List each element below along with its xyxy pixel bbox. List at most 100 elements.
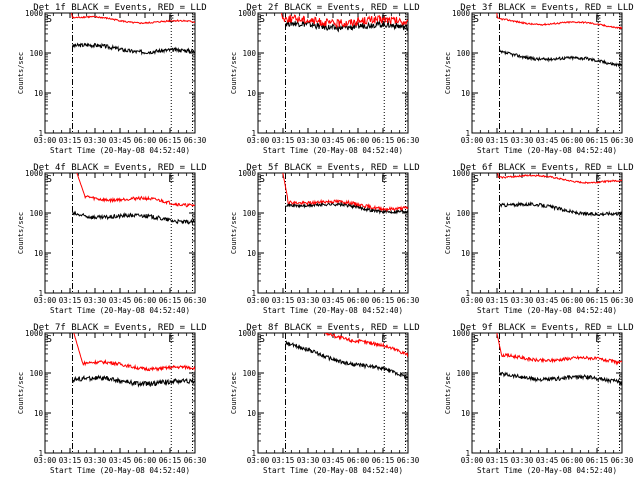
x-tick-label: 03:15 — [486, 136, 509, 145]
x-tick-label: 03:30 — [297, 136, 320, 145]
y-tick-label: 10 — [247, 89, 257, 98]
data-series-group — [280, 13, 408, 33]
panel-det-4: Det 4f BLACK = Events, RED = LLD 1 10 100 10… — [17, 163, 207, 315]
x-tick-label: 06:15 — [159, 296, 182, 305]
y-tick-label: 1000 — [238, 169, 257, 178]
y-tick-label: 1 — [38, 289, 43, 298]
x-tick-label: 03:45 — [322, 456, 345, 465]
x-tick-label: 06:30 — [611, 296, 634, 305]
x-tick-label: 06:30 — [397, 136, 420, 145]
x-axis-label: Start Time (20-May-08 04:52:40) — [50, 466, 190, 475]
x-tick-label: 03:45 — [322, 136, 345, 145]
plot-frame — [257, 172, 409, 294]
lld-series — [282, 173, 408, 212]
lld-series — [496, 13, 622, 30]
x-axis-label: Start Time (20-May-08 04:52:40) — [50, 306, 190, 315]
plot-frame — [257, 12, 409, 134]
panel-title: Det 4f BLACK = Events, RED = LLD — [33, 163, 206, 173]
y-tick-label: 10 — [461, 409, 471, 418]
panel-det-3: Det 3f BLACK = Events, RED = LLD 1 10 100 10… — [444, 3, 634, 155]
y-tick-label: 100 — [29, 49, 43, 58]
x-tick-label: 06:15 — [159, 136, 182, 145]
y-tick-label: 1000 — [452, 9, 471, 18]
x-tick-label: 06:00 — [134, 296, 157, 305]
x-axis-label: Start Time (20-May-08 04:52:40) — [50, 146, 190, 155]
x-tick-label: 06:00 — [347, 296, 370, 305]
events-series — [285, 340, 408, 379]
y-tick-label: 1 — [465, 129, 470, 138]
y-axis-label: Counts/sec — [17, 212, 25, 254]
y-tick-label: 1000 — [238, 9, 257, 18]
y-tick-label: 1000 — [238, 329, 257, 338]
x-tick-label: 06:30 — [611, 456, 634, 465]
x-axis-label: Start Time (20-May-08 04:52:40) — [263, 146, 403, 155]
data-series-group — [71, 13, 195, 56]
y-tick-label: 1000 — [452, 329, 471, 338]
panel-title: Det 8f BLACK = Events, RED = LLD — [246, 323, 419, 333]
plot-frame — [44, 12, 196, 134]
y-tick-label: 100 — [242, 49, 256, 58]
x-tick-label: 06:00 — [347, 456, 370, 465]
y-tick-label: 100 — [456, 209, 470, 218]
x-tick-label: 03:30 — [511, 456, 534, 465]
x-tick-label: 06:30 — [184, 456, 207, 465]
y-axis-label: Counts/sec — [230, 212, 238, 254]
x-tick-label: 06:15 — [372, 136, 395, 145]
y-tick-label: 1 — [251, 289, 256, 298]
x-tick-label: 06:00 — [561, 456, 584, 465]
end-marker-label: E — [381, 334, 387, 345]
y-tick-label: 100 — [29, 209, 43, 218]
x-tick-label: 06:15 — [159, 456, 182, 465]
start-marker-label: S — [259, 14, 265, 25]
x-tick-label: 06:00 — [134, 456, 157, 465]
y-tick-label: 100 — [242, 369, 256, 378]
x-tick-label: 06:30 — [611, 136, 634, 145]
plot-frame — [471, 332, 623, 454]
end-marker-label: E — [595, 334, 601, 345]
x-tick-label: 03:45 — [322, 296, 345, 305]
start-marker-label: S — [473, 334, 479, 345]
x-tick-label: 06:15 — [586, 296, 609, 305]
start-marker-label: S — [46, 334, 52, 345]
panel-det-8: Det 8f BLACK = Events, RED = LLD 1 10 100 10… — [230, 323, 420, 475]
panel-title: Det 3f BLACK = Events, RED = LLD — [460, 3, 633, 13]
panel-det-6: Det 6f BLACK = Events, RED = LLD 1 10 100 10… — [444, 163, 634, 315]
x-tick-label: 03:15 — [272, 136, 295, 145]
data-series-group — [72, 333, 195, 388]
y-tick-label: 100 — [456, 49, 470, 58]
x-axis-label: Start Time (20-May-08 04:52:40) — [477, 466, 617, 475]
y-axis-label: Counts/sec — [17, 52, 25, 94]
panel-title: Det 6f BLACK = Events, RED = LLD — [460, 163, 633, 173]
panel-title: Det 7f BLACK = Events, RED = LLD — [33, 323, 206, 333]
x-tick-label: 03:00 — [461, 456, 484, 465]
lld-series — [76, 173, 195, 208]
y-tick-label: 1000 — [25, 169, 44, 178]
x-tick-label: 03:15 — [272, 296, 295, 305]
x-tick-label: 03:00 — [34, 296, 57, 305]
y-tick-label: 10 — [34, 249, 44, 258]
data-series-group — [285, 333, 408, 379]
x-tick-label: 06:30 — [184, 296, 207, 305]
y-tick-label: 10 — [461, 89, 471, 98]
end-marker-label: E — [381, 174, 387, 185]
y-tick-label: 10 — [247, 409, 257, 418]
plot-frame — [257, 332, 409, 454]
panel-det-1: Det 1f BLACK = Events, RED = LLD 1 10 100 10… — [17, 3, 207, 155]
events-series — [499, 371, 622, 386]
x-axis-label: Start Time (20-May-08 04:52:40) — [263, 466, 403, 475]
x-tick-label: 06:00 — [561, 296, 584, 305]
y-tick-label: 10 — [34, 409, 44, 418]
events-series — [72, 42, 195, 56]
x-tick-label: 06:00 — [347, 136, 370, 145]
data-series-group — [282, 173, 408, 215]
x-tick-label: 03:30 — [84, 296, 107, 305]
panel-title: Det 2f BLACK = Events, RED = LLD — [246, 3, 419, 13]
plot-frame — [44, 332, 196, 454]
lld-series — [280, 13, 408, 29]
plot-frame — [471, 172, 623, 294]
data-series-group — [72, 173, 195, 226]
events-series — [285, 18, 408, 33]
x-tick-label: 06:15 — [586, 136, 609, 145]
y-tick-label: 1 — [38, 449, 43, 458]
lld-series — [496, 333, 622, 366]
